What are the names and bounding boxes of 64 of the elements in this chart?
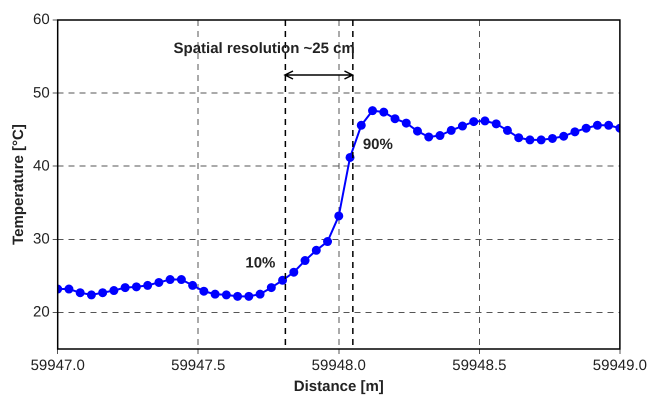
x-tick-label: 59949.0: [592, 357, 648, 374]
point: [548, 134, 557, 143]
point: [570, 127, 580, 136]
point: [368, 106, 378, 116]
y-tick-label: 60: [32, 11, 50, 28]
point: [289, 268, 298, 277]
point: [76, 288, 85, 298]
point: [346, 152, 355, 162]
point: [199, 286, 208, 296]
point: [390, 114, 400, 124]
point: [356, 120, 366, 130]
point: [536, 135, 546, 144]
point: [98, 288, 108, 298]
point: [458, 122, 467, 131]
point: [402, 118, 411, 128]
annotation: Spatial resolution ~25 cm: [174, 40, 355, 57]
point: [502, 126, 512, 135]
point: [592, 120, 602, 130]
point: [582, 124, 591, 133]
point: [86, 290, 96, 300]
point: [166, 275, 175, 284]
y-tick-label: 20: [32, 304, 50, 321]
y-tick-label: 40: [32, 157, 50, 174]
point: [210, 290, 220, 299]
x-axis-title: Distance [m]: [294, 378, 384, 396]
point: [492, 119, 501, 128]
annotation: 10%: [245, 254, 276, 272]
point: [120, 283, 130, 292]
point: [525, 135, 534, 144]
x-tick-label: 59948.5: [452, 357, 506, 374]
point: [514, 133, 524, 142]
x-tick-label: 59947.0: [30, 357, 85, 374]
point: [446, 126, 456, 135]
point: [312, 246, 321, 255]
point: [559, 132, 568, 141]
point: [435, 131, 444, 140]
point: [480, 116, 490, 126]
point: [424, 132, 434, 142]
annotation: 90%: [362, 136, 393, 154]
y-tick-label: 30: [32, 230, 50, 248]
point: [132, 282, 141, 292]
point: [334, 211, 344, 220]
y-axis-title: Temperature [°C]: [10, 124, 28, 245]
point: [176, 275, 186, 284]
point: [143, 280, 152, 290]
point: [300, 256, 310, 266]
point: [244, 292, 254, 301]
point: [278, 276, 288, 285]
point: [323, 237, 332, 246]
point: [604, 120, 614, 130]
x-tick-label: 59947.5: [171, 357, 226, 374]
point: [266, 283, 276, 292]
point: [256, 290, 265, 299]
point: [222, 290, 231, 300]
point: [188, 280, 198, 290]
point: [109, 286, 118, 296]
point: [233, 292, 242, 301]
y-tick-label: 50: [32, 84, 50, 102]
point: [469, 117, 478, 126]
point: [412, 126, 422, 136]
point: [64, 284, 74, 294]
point: [379, 108, 388, 117]
x-tick-label: 59948.0: [312, 357, 366, 374]
point: [154, 278, 164, 287]
